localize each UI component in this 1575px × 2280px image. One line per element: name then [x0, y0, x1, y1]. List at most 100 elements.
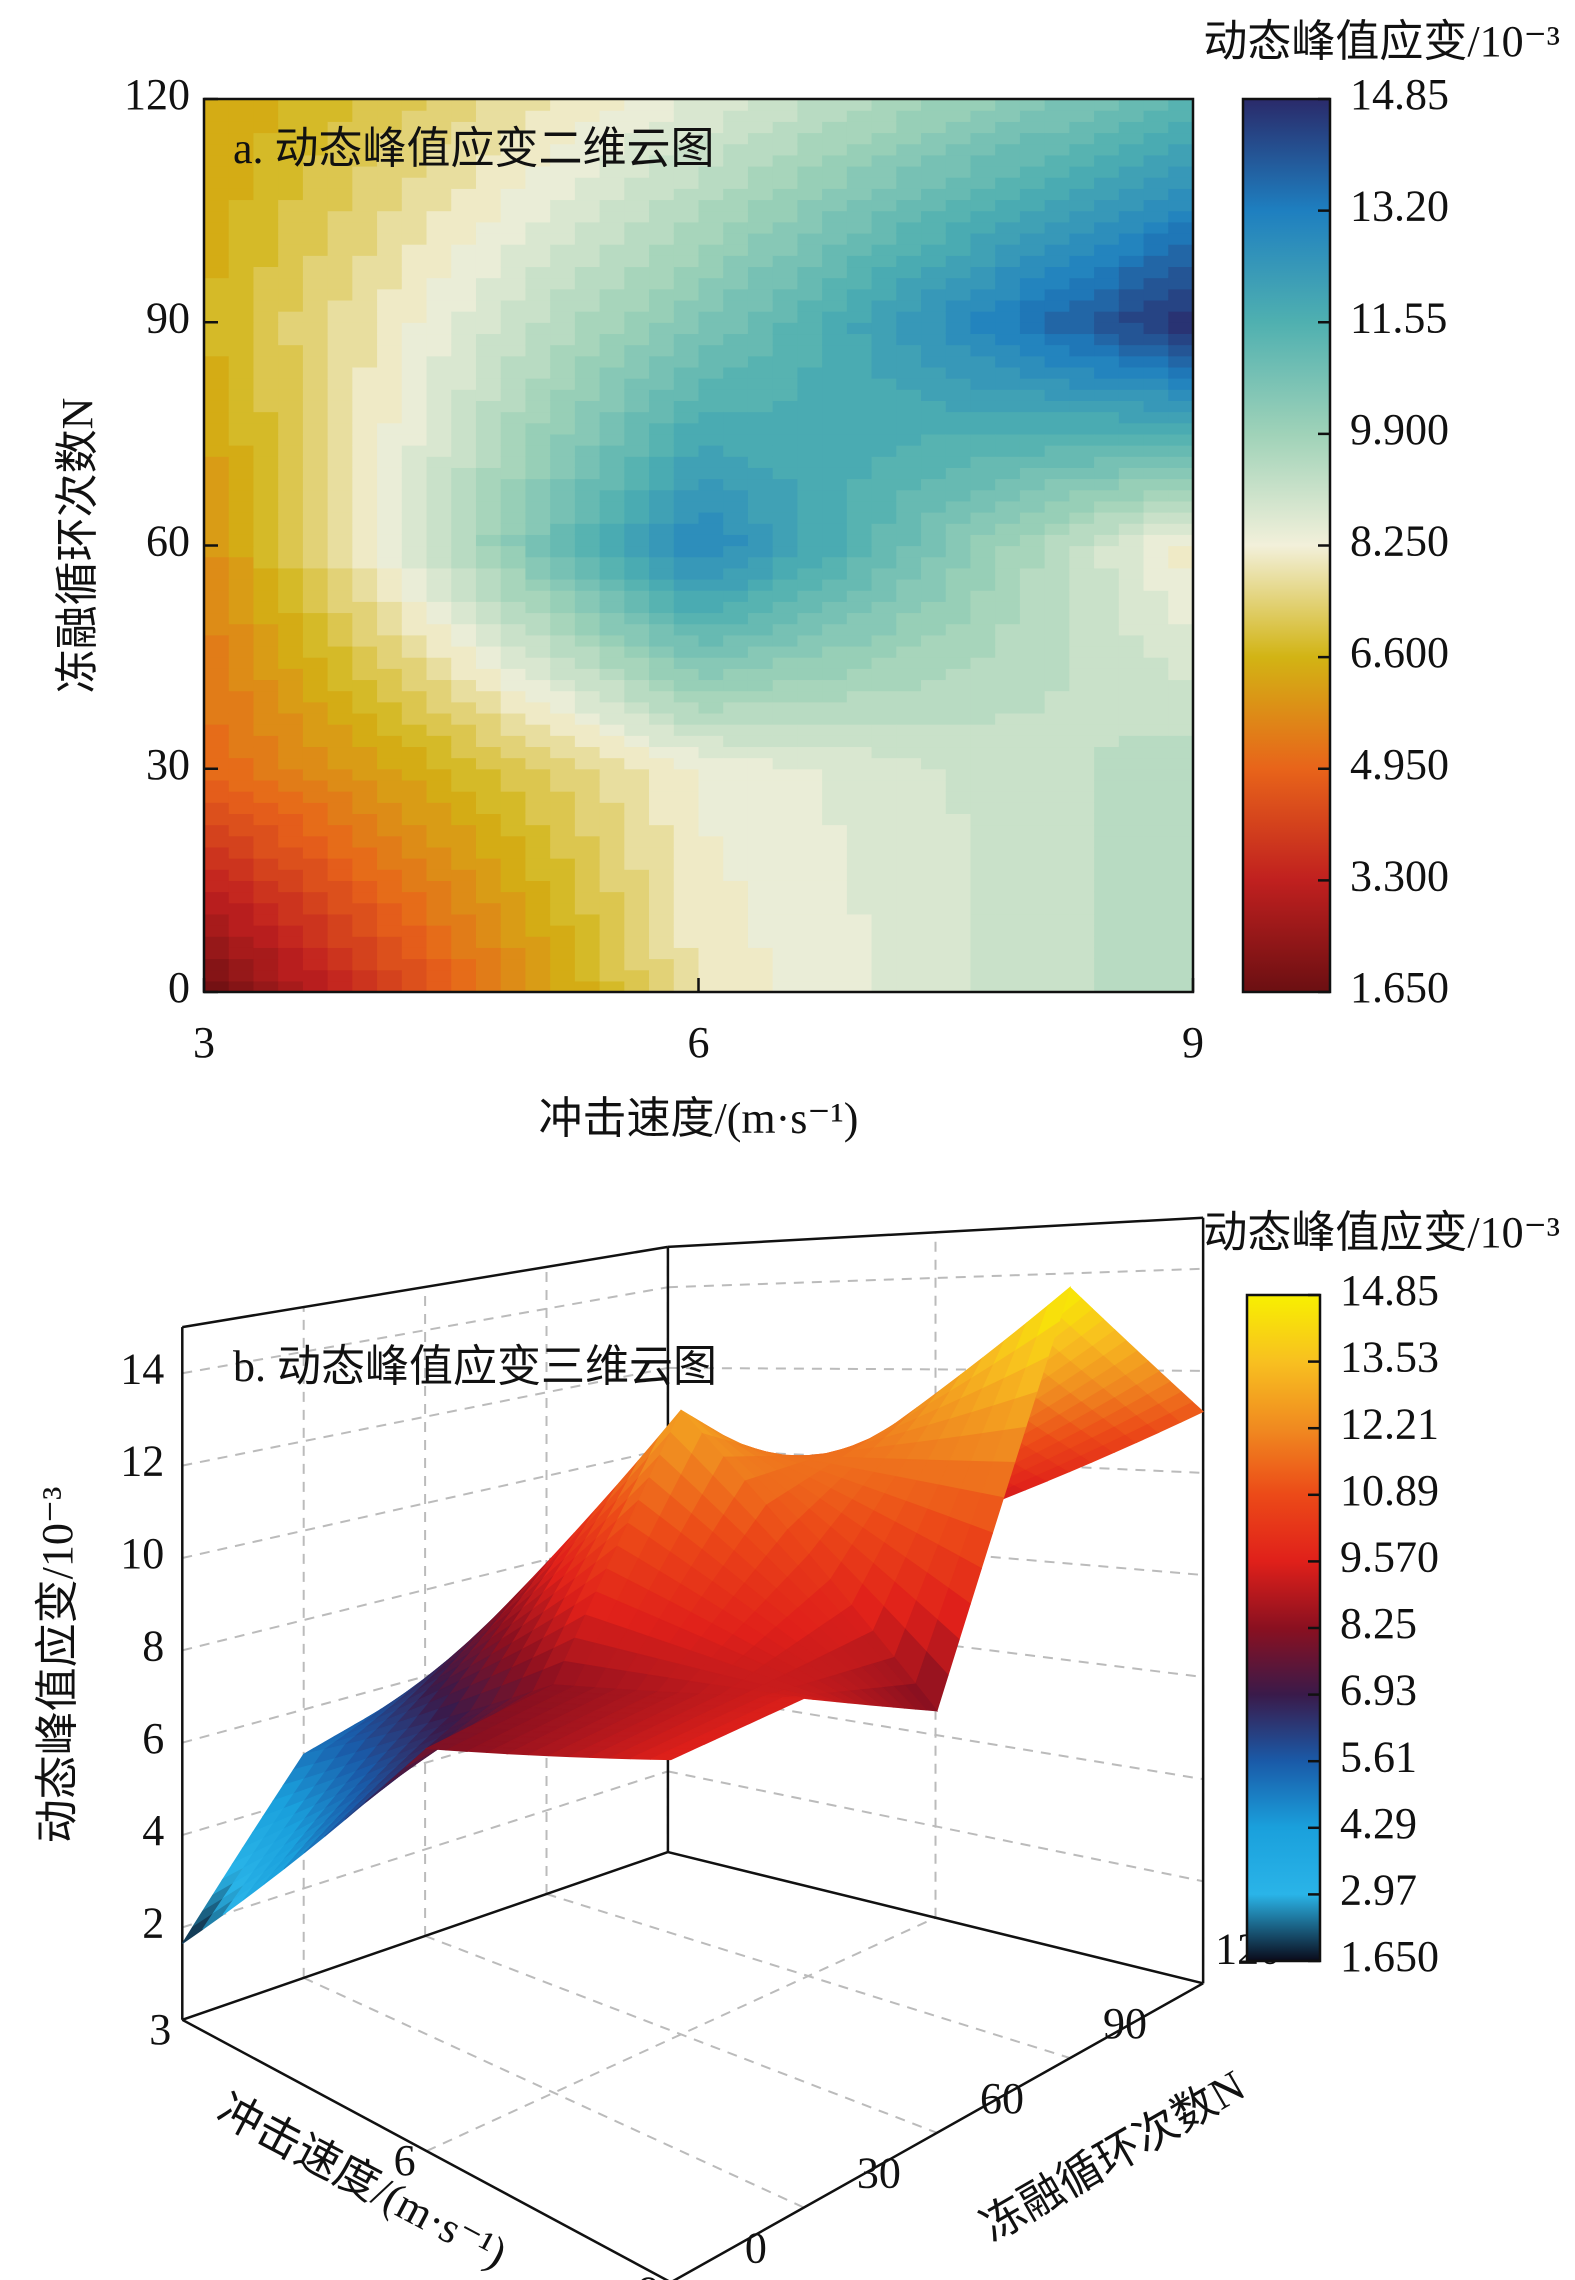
contour-cell — [302, 445, 329, 457]
contour-cell — [327, 110, 353, 122]
contour-cell — [1019, 456, 1046, 468]
contour-cell — [475, 578, 502, 591]
contour-cell — [599, 925, 625, 937]
contour-cell — [550, 422, 576, 435]
contour-cell — [1044, 657, 1070, 669]
contour-cell — [896, 746, 922, 759]
y-tick-label: 60 — [146, 517, 190, 566]
contour-cell — [475, 556, 502, 569]
contour-cell — [599, 813, 625, 826]
contour-cell — [822, 523, 848, 535]
contour-cell — [500, 344, 527, 357]
contour-cell — [599, 913, 625, 926]
contour-cell — [401, 445, 428, 457]
contour-cell — [1094, 333, 1120, 346]
contour-cell — [723, 523, 749, 535]
contour-cell — [921, 645, 947, 658]
contour-cell — [1044, 802, 1070, 814]
contour-cell — [525, 578, 551, 591]
contour-cell — [228, 835, 255, 848]
contour-cell — [302, 400, 329, 413]
contour-cell — [797, 947, 823, 960]
contour-cell — [871, 601, 897, 614]
contour-cell — [772, 165, 798, 178]
contour-cell — [649, 99, 675, 111]
contour-cell — [525, 110, 551, 122]
contour-cell — [426, 288, 452, 301]
contour-cell — [797, 835, 823, 848]
contour-cell — [1019, 545, 1046, 558]
contour-cell — [723, 768, 749, 781]
contour-cell — [327, 277, 353, 290]
contour-cell — [574, 612, 601, 625]
contour-cell — [1094, 344, 1120, 357]
contour-cell — [599, 746, 625, 759]
contour-cell — [500, 712, 527, 725]
contour-cell — [352, 154, 378, 167]
contour-cell — [1019, 344, 1046, 357]
contour-cell — [846, 779, 873, 792]
contour-cell — [1069, 400, 1095, 413]
contour-cell — [846, 891, 873, 904]
contour-cell — [228, 333, 255, 346]
contour-cell — [649, 512, 675, 524]
contour-cell — [228, 712, 255, 725]
contour-cell — [846, 121, 873, 134]
contour-cell — [921, 366, 947, 379]
contour-cell — [723, 757, 749, 770]
contour-cell — [970, 121, 996, 134]
contour-cell — [673, 835, 700, 848]
contour-cell — [747, 400, 774, 413]
contour-cell — [846, 411, 873, 424]
contour-cell — [698, 199, 724, 212]
contour-cell — [574, 99, 601, 111]
contour-cell — [475, 925, 502, 937]
contour-cell — [228, 512, 255, 524]
contour-cell — [451, 712, 477, 725]
contour-cell — [228, 232, 255, 245]
contour-cell — [624, 545, 650, 558]
contour-cell — [1118, 768, 1145, 781]
contour-cell — [723, 634, 749, 647]
contour-cell — [426, 724, 452, 736]
contour-cell — [673, 121, 700, 134]
contour-cell — [500, 154, 527, 167]
contour-cell — [302, 545, 329, 558]
contour-cell — [797, 221, 823, 234]
contour-cell — [1168, 802, 1194, 814]
contour-cell — [871, 199, 897, 212]
contour-cell — [500, 701, 527, 714]
contour-cell — [698, 835, 724, 848]
contour-cell — [995, 121, 1021, 134]
colorbar-tick-label: 1.650 — [1350, 963, 1449, 1012]
contour-cell — [871, 612, 897, 625]
contour-cell — [747, 355, 774, 368]
contour-cell — [525, 634, 551, 647]
contour-cell — [451, 679, 477, 692]
contour-cell — [401, 523, 428, 535]
contour-cell — [772, 735, 798, 748]
contour-cell — [228, 110, 255, 122]
contour-cell — [970, 411, 996, 424]
contour-cell — [822, 188, 848, 201]
contour-cell — [1069, 165, 1095, 178]
contour-cell — [772, 422, 798, 435]
contour-cell — [822, 199, 848, 212]
contour-cell — [278, 612, 304, 625]
contour-cell — [1019, 333, 1046, 346]
contour-cell — [995, 288, 1021, 301]
contour-cell — [1143, 757, 1169, 770]
contour-cell — [624, 299, 650, 312]
contour-cell — [772, 322, 798, 335]
contour-cell — [797, 255, 823, 268]
contour-cell — [302, 188, 329, 201]
contour-cell — [599, 266, 625, 279]
contour-cell — [451, 244, 477, 256]
contour-cell — [352, 623, 378, 636]
contour-cell — [377, 969, 403, 982]
contour-cell — [500, 846, 527, 859]
contour-cell — [451, 768, 477, 781]
contour-cell — [1168, 478, 1194, 491]
contour-cell — [649, 668, 675, 681]
contour-cell — [204, 512, 230, 524]
